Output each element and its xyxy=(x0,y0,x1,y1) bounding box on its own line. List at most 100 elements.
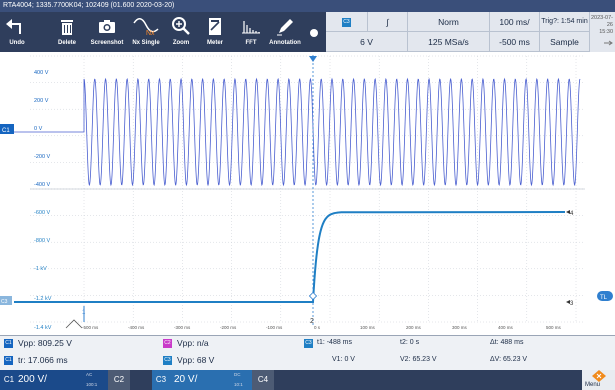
m1-channel-chip: C1 xyxy=(4,339,13,348)
svg-text:Nx: Nx xyxy=(146,30,155,37)
trigger-marker-icon[interactable] xyxy=(309,56,317,62)
cursor-channel-chip: C3 xyxy=(304,339,313,348)
status-dot-icon xyxy=(310,29,318,37)
c1-coupling: AC xyxy=(86,372,93,377)
m1-value[interactable]: Vpp: 809.25 V xyxy=(18,338,72,348)
tl-marker[interactable] xyxy=(597,291,613,301)
cursor-t2: t2: 0 s xyxy=(400,339,420,346)
trigger-source[interactable]: C3 xyxy=(326,12,368,32)
cursor-dt: Δt: 488 ms xyxy=(490,339,524,346)
c3-y-label: -1.2 kV xyxy=(34,296,52,302)
m3-value[interactable]: tr: 17.066 ms xyxy=(18,355,68,365)
menu-button[interactable]: Menu xyxy=(582,370,615,390)
c1-channel-marker-label: C1 xyxy=(2,128,10,134)
time-position[interactable]: -500 ms xyxy=(490,32,540,52)
c3-channel-button[interactable]: C3 20 V/ DC 10:1 xyxy=(152,370,252,390)
usb-icon xyxy=(604,40,613,46)
acquisition-panel: C3 ∫ 6 V Norm 125 MSa/s 100 ms/ -500 ms … xyxy=(326,12,590,52)
cursor-2-handle[interactable] xyxy=(308,291,318,301)
trigger-slope[interactable]: ∫ xyxy=(368,12,408,32)
plot-grid xyxy=(30,55,585,323)
trigger-time: Trig?: 1:54 min xyxy=(540,12,590,32)
c1-y-label: 400 V xyxy=(34,70,49,76)
c2-channel-button[interactable]: C2 xyxy=(108,370,130,390)
datetime: 2023-07-26 15:30 xyxy=(590,12,615,52)
c4-channel-button[interactable]: C4 xyxy=(252,370,274,390)
x-axis-labels: -500 ms -400 ms -300 ms -200 ms -100 ms … xyxy=(82,325,562,330)
m4-value[interactable]: Vpp: 68 V xyxy=(177,355,215,365)
screenshot-button[interactable]: Screenshot xyxy=(88,12,126,52)
menu-label: Menu xyxy=(585,382,601,388)
fft-button[interactable]: FFT xyxy=(236,12,266,52)
undo-button[interactable]: Undo xyxy=(2,12,32,52)
c3-waveform xyxy=(14,211,566,303)
c1-probe: 100:1 xyxy=(86,382,98,387)
c3-y-label: -1 kV xyxy=(34,266,47,272)
c3-y-label: -800 V xyxy=(34,238,51,244)
x-tick-label: 400 ms xyxy=(498,325,514,330)
undo-icon xyxy=(6,19,21,34)
run-stop-indicator[interactable] xyxy=(302,12,326,52)
m3-channel-chip: C1 xyxy=(4,356,13,365)
x-tick-label: 300 ms xyxy=(452,325,468,330)
time-text: 15:30 xyxy=(599,29,613,35)
m4-channel-chip: C3 xyxy=(163,356,172,365)
m2-value[interactable]: Vpp: n/a xyxy=(177,338,209,348)
zoom-icon xyxy=(172,17,190,35)
time-scale[interactable]: 100 ms/ xyxy=(490,12,540,32)
divider xyxy=(0,335,615,336)
nx-single-button[interactable]: Nx Nx Single xyxy=(128,12,164,52)
c3-label: C3 xyxy=(155,375,167,384)
waveform-plot[interactable]: 400 V 200 V 0 V -200 V -400 V -600 V -80… xyxy=(0,52,615,335)
c3-channel-marker-label: C3 xyxy=(1,299,8,305)
zoom-button[interactable]: Zoom xyxy=(166,12,196,52)
cursor-dv: ΔV: 65.23 V xyxy=(490,356,528,363)
trash-icon xyxy=(61,20,73,35)
c3-coupling: DC xyxy=(234,372,241,377)
x-tick-label: 0 s xyxy=(314,325,321,330)
cursor-2-label: 2 xyxy=(310,318,314,325)
c1-y-label: 200 V xyxy=(34,98,49,104)
nx-single-icon: Nx xyxy=(133,18,159,37)
c3-probe: 10:1 xyxy=(234,382,243,387)
c1-label: C1 xyxy=(3,375,15,384)
c1-waveform xyxy=(14,77,581,187)
c1-y-label: -200 V xyxy=(34,154,51,160)
trigger-channel-chip: C3 xyxy=(342,18,351,28)
window-title: RTA4004; 1335.7700K04; 102409 (01.600 20… xyxy=(0,0,615,12)
c1-channel-button[interactable]: C1 200 V/ AC 100:1 xyxy=(0,370,108,390)
annotation-button[interactable]: Annotation xyxy=(268,12,302,52)
fft-icon xyxy=(242,21,260,34)
channel-bar: C1 200 V/ AC 100:1 C2 C3 20 V/ DC 10:1 C… xyxy=(0,370,615,390)
cursor-1-label: 1 xyxy=(82,310,86,316)
cursor-results[interactable]: C3 t1: -488 ms t2: 0 s Δt: 488 ms V1: 0 … xyxy=(300,336,615,370)
meter-button[interactable]: Meter xyxy=(200,12,230,52)
cursor-v1: V1: 0 V xyxy=(332,356,355,363)
rs-logo-icon xyxy=(592,370,606,382)
measurement-panel: C1 Vpp: 809.25 V C2 Vpp: n/a C1 tr: 17.0… xyxy=(0,336,615,370)
delete-button[interactable]: Delete xyxy=(50,12,84,52)
x-tick-label: 200 ms xyxy=(406,325,422,330)
ground-marker-icon xyxy=(65,319,83,329)
y-axis-labels: 400 V 200 V 0 V -200 V -400 V -600 V -80… xyxy=(34,70,52,331)
c1-channel-marker[interactable] xyxy=(0,124,14,134)
c3-scale: 20 V/ xyxy=(174,374,198,385)
c1-scale: 200 V/ xyxy=(18,374,47,385)
sample-rate[interactable]: 125 MSa/s xyxy=(408,32,490,52)
camera-icon xyxy=(99,20,115,33)
acquisition-mode[interactable]: Sample xyxy=(540,32,590,52)
x-tick-label: 500 ms xyxy=(546,325,562,330)
x-tick-label: -400 ms xyxy=(128,325,145,330)
c3-y-label: -1.4 kV xyxy=(34,325,52,331)
x-tick-label: -200 ms xyxy=(220,325,237,330)
trigger-level[interactable]: 6 V xyxy=(326,32,408,52)
c4-label: C4 xyxy=(257,375,269,384)
c3-channel-marker[interactable] xyxy=(0,296,12,305)
cursor-4-label: 4 xyxy=(570,211,574,217)
cursor-v2: V2: 65.23 V xyxy=(400,356,437,363)
x-tick-label: -300 ms xyxy=(174,325,191,330)
trigger-mode[interactable]: Norm xyxy=(408,12,490,32)
x-tick-label: 100 ms xyxy=(360,325,376,330)
cursor-t1: t1: -488 ms xyxy=(317,339,353,346)
c3-y-label: -600 V xyxy=(34,210,51,216)
